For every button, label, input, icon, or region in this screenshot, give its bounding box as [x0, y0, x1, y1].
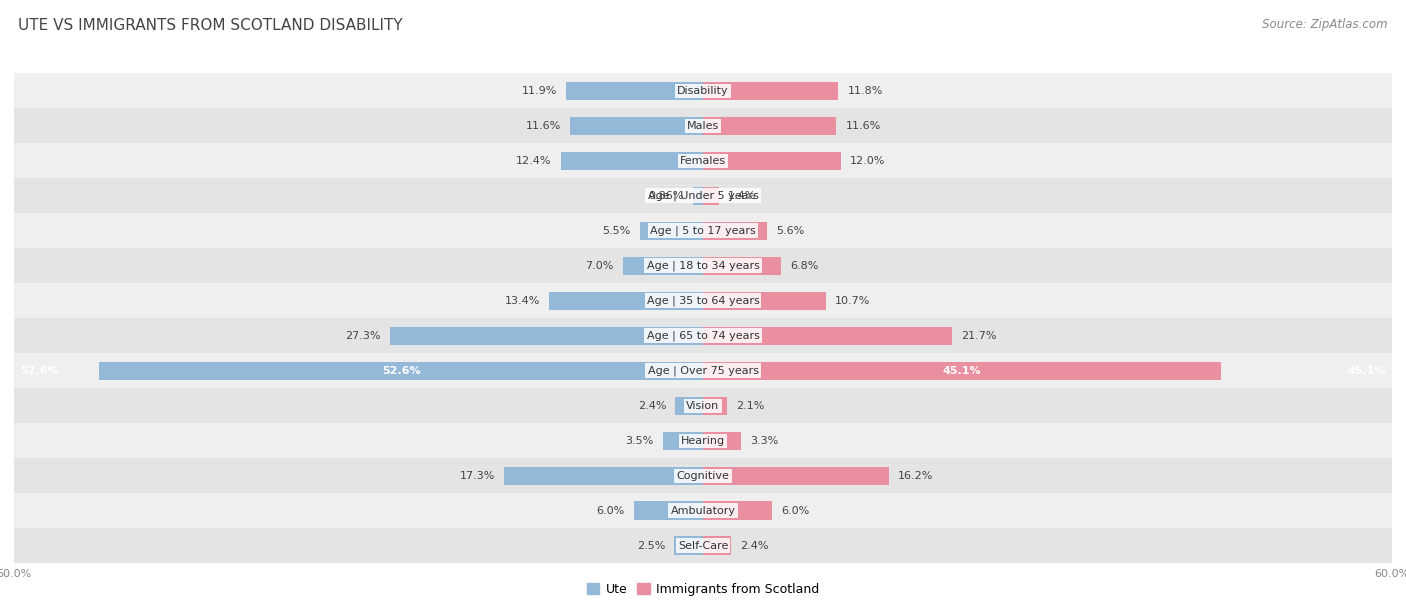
Bar — [14, 423, 1392, 458]
Text: UTE VS IMMIGRANTS FROM SCOTLAND DISABILITY: UTE VS IMMIGRANTS FROM SCOTLAND DISABILI… — [18, 18, 404, 34]
Bar — [703, 362, 1220, 380]
Bar — [703, 222, 768, 240]
Bar — [14, 143, 1392, 178]
Text: Cognitive: Cognitive — [676, 471, 730, 480]
Text: 17.3%: 17.3% — [460, 471, 495, 480]
Bar — [561, 152, 703, 170]
Bar — [389, 327, 703, 345]
Text: 3.3%: 3.3% — [749, 436, 779, 446]
Text: 12.4%: 12.4% — [516, 156, 551, 166]
Text: Age | 35 to 64 years: Age | 35 to 64 years — [647, 296, 759, 306]
Text: 13.4%: 13.4% — [505, 296, 540, 306]
Text: 11.9%: 11.9% — [522, 86, 557, 96]
Text: 6.0%: 6.0% — [782, 506, 810, 515]
Bar — [14, 214, 1392, 248]
Text: 21.7%: 21.7% — [962, 330, 997, 341]
Text: Self-Care: Self-Care — [678, 540, 728, 551]
Bar — [14, 493, 1392, 528]
Bar — [703, 327, 952, 345]
Text: 5.6%: 5.6% — [776, 226, 804, 236]
Bar — [14, 458, 1392, 493]
Text: 45.1%: 45.1% — [942, 366, 981, 376]
Bar — [693, 187, 703, 205]
Bar — [703, 117, 837, 135]
Text: 45.1%: 45.1% — [1347, 366, 1386, 376]
Bar — [14, 283, 1392, 318]
Bar — [703, 397, 727, 415]
Bar — [703, 256, 782, 275]
Bar — [623, 256, 703, 275]
Bar — [550, 292, 703, 310]
Bar — [640, 222, 703, 240]
Text: 11.6%: 11.6% — [526, 121, 561, 131]
Bar — [14, 318, 1392, 353]
Bar — [98, 362, 703, 380]
Text: Source: ZipAtlas.com: Source: ZipAtlas.com — [1263, 18, 1388, 31]
Text: Age | Over 75 years: Age | Over 75 years — [648, 365, 758, 376]
Bar — [703, 152, 841, 170]
Text: 6.0%: 6.0% — [596, 506, 624, 515]
Text: 7.0%: 7.0% — [585, 261, 613, 271]
Text: 3.5%: 3.5% — [626, 436, 654, 446]
Text: 52.6%: 52.6% — [381, 366, 420, 376]
Bar — [703, 187, 718, 205]
Bar — [703, 431, 741, 450]
Text: 2.1%: 2.1% — [737, 401, 765, 411]
Bar — [14, 388, 1392, 423]
Text: Age | 5 to 17 years: Age | 5 to 17 years — [650, 226, 756, 236]
Bar — [14, 108, 1392, 143]
Bar — [703, 466, 889, 485]
Text: 6.8%: 6.8% — [790, 261, 818, 271]
Text: 2.4%: 2.4% — [740, 540, 768, 551]
Text: Age | 18 to 34 years: Age | 18 to 34 years — [647, 261, 759, 271]
Text: Age | 65 to 74 years: Age | 65 to 74 years — [647, 330, 759, 341]
Bar — [14, 353, 1392, 388]
Text: Hearing: Hearing — [681, 436, 725, 446]
Bar — [14, 73, 1392, 108]
Bar — [675, 397, 703, 415]
Bar — [703, 501, 772, 520]
Text: 2.4%: 2.4% — [638, 401, 666, 411]
Text: Females: Females — [681, 156, 725, 166]
Bar — [569, 117, 703, 135]
Text: 2.5%: 2.5% — [637, 540, 665, 551]
Bar — [703, 82, 838, 100]
Text: 1.4%: 1.4% — [728, 191, 756, 201]
Text: 12.0%: 12.0% — [851, 156, 886, 166]
Text: Ambulatory: Ambulatory — [671, 506, 735, 515]
Text: 10.7%: 10.7% — [835, 296, 870, 306]
Legend: Ute, Immigrants from Scotland: Ute, Immigrants from Scotland — [582, 578, 824, 601]
Bar — [505, 466, 703, 485]
Text: Vision: Vision — [686, 401, 720, 411]
Text: 52.6%: 52.6% — [20, 366, 59, 376]
Bar — [14, 528, 1392, 563]
Bar — [14, 178, 1392, 214]
Text: 5.5%: 5.5% — [602, 226, 631, 236]
Text: Disability: Disability — [678, 86, 728, 96]
Bar — [703, 537, 731, 554]
Text: Males: Males — [688, 121, 718, 131]
Text: 27.3%: 27.3% — [344, 330, 381, 341]
Text: 11.8%: 11.8% — [848, 86, 883, 96]
Text: 11.6%: 11.6% — [845, 121, 880, 131]
Bar — [634, 501, 703, 520]
Bar — [567, 82, 703, 100]
Text: Age | Under 5 years: Age | Under 5 years — [648, 190, 758, 201]
Text: 0.86%: 0.86% — [648, 191, 683, 201]
Bar — [703, 292, 825, 310]
Bar — [675, 537, 703, 554]
Bar — [14, 248, 1392, 283]
Bar — [662, 431, 703, 450]
Text: 16.2%: 16.2% — [898, 471, 934, 480]
